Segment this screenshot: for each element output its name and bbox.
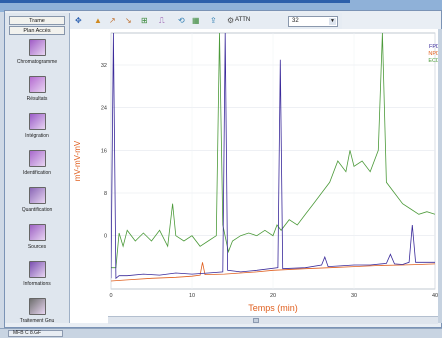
clock-icon: [29, 298, 46, 315]
toolbar: ✥ ▲ ↗ ↘ ⊞ ⎍ ⟲ ▦ ⇪ ⚙: [70, 13, 342, 30]
sidebar-item-chromatogram[interactable]: Chromatogramme: [9, 39, 65, 79]
zoom-in-icon[interactable]: ↗: [109, 16, 116, 25]
sidebar-item-label: Intégration: [25, 133, 49, 139]
sidebar-item-label: Quantification: [21, 207, 53, 213]
y-tick-label: 16: [101, 148, 107, 154]
sidebar: Trame Plan Accès Chromatogramme Résultats…: [5, 13, 70, 324]
peak-icon[interactable]: ▲: [94, 16, 102, 25]
legend-item-fpd: FPD: [429, 44, 440, 50]
y-tick-label: 0: [104, 234, 107, 240]
attn-value: 32: [292, 18, 299, 24]
y-axis-label: mV-mV-mV: [73, 140, 82, 181]
integration-icon: [29, 113, 46, 130]
sidebar-item-sources[interactable]: Sources: [9, 224, 65, 264]
identification-icon: [29, 150, 46, 167]
legend-item-npd: NPD: [428, 51, 440, 57]
horizontal-scrollbar[interactable]: [108, 316, 438, 324]
sidebar-item-identification[interactable]: Identification: [9, 150, 65, 190]
sidebar-item-label: Chromatogramme: [16, 59, 58, 65]
reset-icon[interactable]: ⟲: [178, 16, 185, 25]
results-icon: [29, 76, 46, 93]
y-tick-label: 24: [101, 106, 107, 112]
series-line-ecd: [111, 33, 435, 269]
chevron-down-icon[interactable]: ▼: [329, 18, 336, 25]
chromatogram-panel: 0 8 16 24 32 0 10 20 30 40 Temps (min) mV-mV-mV FPD…: [70, 29, 440, 323]
vertical-scrollbar[interactable]: [438, 29, 442, 323]
sidebar-item-label: Informations: [23, 281, 51, 287]
legend-item-ecd: ECD: [428, 58, 440, 64]
taskbar-item[interactable]: MFB C 8.GF: [8, 330, 63, 337]
x-tick-label: 10: [189, 293, 195, 299]
attn-select[interactable]: 32 ▼: [288, 16, 338, 27]
sidebar-item-label: Traitement Gnu: [19, 318, 55, 324]
sidebar-item-label: Sources: [27, 244, 47, 250]
scrollbar-thumb[interactable]: [253, 318, 259, 323]
sidebar-item-clock[interactable]: Traitement Gnu: [9, 298, 65, 338]
x-tick-label: 30: [351, 293, 357, 299]
sidebar-item-integration[interactable]: Intégration: [9, 113, 65, 153]
attn-label: ATTN: [235, 17, 251, 23]
zoom-out-icon[interactable]: ↘: [125, 16, 132, 25]
sidebar-item-label: Identification: [22, 170, 52, 176]
sidebar-item-label: Résultats: [26, 96, 48, 102]
baseline-icon[interactable]: ⊞: [141, 16, 148, 25]
settings-icon[interactable]: ⚙: [227, 16, 235, 25]
sidebar-item-results[interactable]: Résultats: [9, 76, 65, 116]
export-icon[interactable]: ⇪: [210, 16, 217, 25]
chromatogram-icon: [29, 39, 46, 56]
quantification-icon: [29, 187, 46, 204]
x-tick-label: 0: [109, 293, 112, 299]
x-axis-label: Temps (min): [248, 303, 298, 313]
y-tick-label: 32: [101, 63, 107, 69]
chromatogram-chart: 0 8 16 24 32 0 10 20 30 40 Temps (min) mV-mV-mV: [73, 32, 438, 313]
title-strip: [0, 0, 442, 12]
x-tick-label: 40: [432, 293, 438, 299]
sidebar-item-information[interactable]: Informations: [9, 261, 65, 301]
series-line-npd: [111, 262, 435, 282]
information-icon: [29, 261, 46, 278]
title-bar: [0, 0, 350, 3]
overlay-icon[interactable]: ▦: [192, 16, 200, 25]
tab-plan-acces[interactable]: Plan Accès: [9, 26, 65, 35]
y-tick-label: 8: [104, 191, 107, 197]
sidebar-item-quantification[interactable]: Quantification: [9, 187, 65, 227]
integrate-icon[interactable]: ⎍: [159, 16, 165, 25]
legend: FPD NPD ECD: [410, 44, 440, 65]
x-tick-label: 20: [270, 293, 276, 299]
sources-icon: [29, 224, 46, 241]
tab-trame[interactable]: Trame: [9, 16, 65, 25]
series-line-fpd: [111, 33, 435, 280]
move-icon[interactable]: ✥: [75, 16, 82, 25]
